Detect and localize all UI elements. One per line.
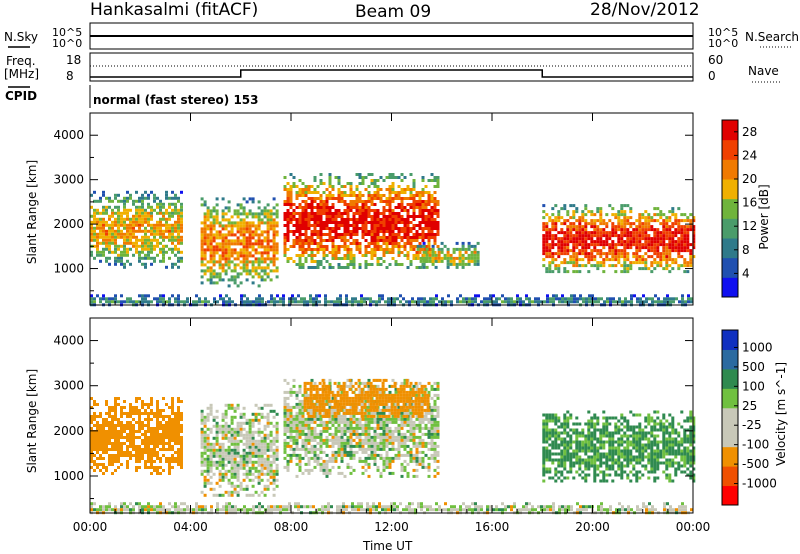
power-region-1 — [200, 197, 279, 288]
power-colorbar-swatch-8 — [722, 120, 738, 141]
power-region-0 — [90, 190, 183, 269]
power-colorbar-swatch-4 — [722, 198, 738, 219]
power-echo-layer — [90, 173, 696, 307]
velocity-colorbar: 1000 500 100 25 -25 -100 -500 -1000 — [721, 329, 777, 506]
xtick-label-0: 00:00 — [73, 520, 108, 534]
date-title: 28/Nov/2012 — [590, 0, 700, 20]
station-title: Hankasalmi (fitACF) — [90, 0, 259, 20]
power-colorbar-label-5: 8 — [742, 243, 750, 257]
xtick-label-2: 08:00 — [274, 520, 309, 534]
velocity-colorbar-label: Velocity [m s^-1] — [774, 361, 788, 467]
velocity-colorbar-label-6: -500 — [742, 457, 769, 471]
power-colorbar: 28 24 20 16 12 8 4 — [721, 119, 757, 298]
freq-label-2: [MHz] — [4, 67, 40, 81]
velocity-colorbar-swatch-4 — [722, 407, 738, 428]
velocity-region-4 — [542, 410, 696, 483]
xtick-label-1: 04:00 — [173, 520, 208, 534]
freq-trace — [90, 69, 693, 78]
power-colorbar-swatch-1 — [722, 257, 738, 278]
power-colorbar-swatch-5 — [722, 179, 738, 200]
nsearch-label: N.Search — [745, 30, 800, 44]
power-colorbar-label-2: 20 — [742, 172, 757, 186]
velocity-colorbar-swatch-3 — [722, 427, 738, 448]
velocity-colorbar-label-7: -1000 — [742, 477, 777, 491]
velocity-ytick-label-0: 1000 — [53, 469, 84, 483]
power-colorbar-swatch-7 — [722, 139, 738, 160]
cpid-text: normal (fast stereo) 153 — [93, 93, 259, 107]
velocity-colorbar-label-1: 500 — [742, 360, 765, 374]
power-colorbar-label-3: 16 — [742, 196, 757, 210]
velocity-y-axis-label: Slant Range [km] — [25, 368, 39, 474]
xtick-label-3: 12:00 — [374, 520, 409, 534]
power-region-2 — [283, 173, 440, 269]
power-colorbar-swatch-2 — [722, 238, 738, 259]
velocity-colorbar-label-4: -25 — [742, 418, 762, 432]
nsky-axis-bottom: 10^0 — [52, 37, 83, 50]
velocity-colorbar-swatch-2 — [722, 446, 738, 467]
xtick-label-5: 20:00 — [575, 520, 610, 534]
nsky-axis-top: 10^5 — [52, 26, 83, 39]
power-colorbar-frame — [721, 119, 739, 298]
power-region-4 — [542, 204, 696, 274]
power-y-axis-label: Slant Range [km] — [25, 159, 39, 265]
velocity-ytick-label-1: 2000 — [53, 424, 84, 438]
velocity-echo-layer — [90, 378, 696, 515]
velocity-colorbar-label-5: -100 — [742, 438, 769, 452]
power-colorbar-label-6: 4 — [742, 266, 750, 280]
velocity-ytick-label-2: 3000 — [53, 379, 84, 393]
power-ytick-label-3: 4000 — [53, 128, 84, 142]
velocity-colorbar-label-2: 100 — [742, 379, 765, 393]
power-colorbar-label-0: 28 — [742, 125, 757, 139]
velocity-region-0 — [90, 397, 183, 475]
velocity-colorbar-swatch-8 — [722, 330, 738, 350]
xtick-label-6: 00:00 — [676, 520, 711, 534]
velocity-region-1 — [200, 403, 279, 497]
power-colorbar-swatch-6 — [722, 159, 738, 180]
power-colorbar-label-4: 12 — [742, 219, 757, 233]
velocity-colorbar-swatch-7 — [722, 349, 738, 370]
velocity-ytick-label-3: 4000 — [53, 334, 84, 348]
nsky-label: N.Sky — [4, 30, 39, 44]
power-colorbar-swatch-0 — [722, 277, 738, 298]
velocity-colorbar-swatch-6 — [722, 368, 738, 389]
cpid-label: CPID — [5, 89, 38, 103]
freq-axis-bottom: 8 — [66, 69, 74, 83]
xtick-label-4: 16:00 — [475, 520, 510, 534]
power-colorbar-label-1: 24 — [742, 148, 757, 162]
power-colorbar-swatch-3 — [722, 218, 738, 239]
x-axis-label: Time UT — [363, 539, 413, 553]
velocity-colorbar-swatch-5 — [722, 388, 738, 409]
power-colorbar-label: Power [dB] — [757, 184, 771, 250]
freq-axis-top: 18 — [66, 53, 82, 67]
power-region-3 — [416, 241, 480, 269]
beam-title: Beam 09 — [355, 2, 432, 22]
power-ytick-label-2: 3000 — [53, 173, 84, 187]
freq-strip-frame — [89, 52, 694, 82]
nave-axis-top: 60 — [708, 53, 724, 67]
nsearch-axis-top: 10^5 — [708, 26, 739, 39]
velocity-colorbar-label-3: 25 — [742, 399, 757, 413]
power-ytick-label-1: 2000 — [53, 217, 84, 231]
nave-label: Nave — [748, 64, 779, 78]
velocity-colorbar-swatch-1 — [722, 466, 738, 487]
velocity-colorbar-frame — [721, 329, 739, 506]
freq-label-1: Freq. — [6, 54, 36, 68]
nsearch-axis-bottom: 10^0 — [708, 37, 739, 50]
nave-axis-bottom: 0 — [708, 69, 716, 83]
power-ytick-label-0: 1000 — [53, 262, 84, 276]
velocity-region-3 — [303, 378, 430, 418]
velocity-colorbar-label-0: 1000 — [742, 340, 773, 354]
velocity-colorbar-swatch-0 — [722, 485, 738, 506]
